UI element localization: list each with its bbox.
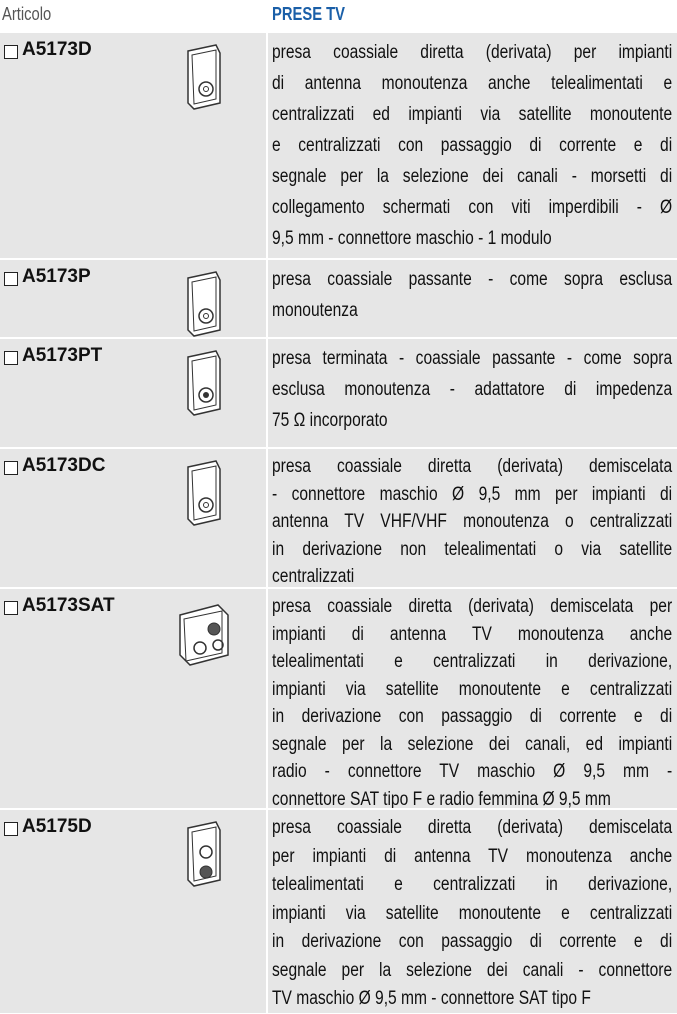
description-line: 75 Ω incorporato [272,410,388,431]
product-icon [158,343,238,424]
description: presa coassiale diretta (derivata) demis… [272,453,672,587]
checkbox [4,351,18,365]
description-line: di antenna monoutenza anche telealimenta… [272,73,673,94]
description-line: in derivazione con passaggio di corrente… [272,931,673,952]
description-line: presa coassiale diretta (derivata) demis… [272,596,673,617]
description-line: segnale per la selezione dei canali, ed … [272,733,673,755]
product-icon [158,264,238,345]
description-line: segnale per la selezione dei canali - mo… [272,166,673,187]
description-line: presa coassiale diretta (derivata) demis… [272,817,673,838]
checkbox [4,45,18,59]
description: presa coassiale diretta (derivata) demis… [272,593,672,808]
product-code: A5173DC [22,455,106,476]
description-line: e centralizzati con passaggio di corrent… [272,135,673,156]
description-line: telealimentati e centralizzati in deriva… [272,651,673,672]
code-cell: A5173P [0,260,266,337]
product-code: A5173PT [22,345,103,366]
description-line: esclusa monoutenza - adattatore di imped… [272,379,673,400]
description-line: radio - connettore TV maschio Ø 9,5 mm - [272,761,673,782]
product-icon [158,814,238,895]
code-cell: A5175D [0,810,266,1013]
product-code: A5175D [22,816,92,837]
description-line: collegamento schermati con viti imperdib… [272,197,673,218]
checkbox [4,822,18,836]
product-code: A5173P [22,266,91,287]
description: presa coassiale diretta (derivata) demis… [272,814,672,1013]
description: presa coassiale passante - come sopra es… [272,264,672,326]
description-line: centralizzati [272,566,355,587]
product-icon [158,593,238,674]
description-line: presa terminata - coassiale passante - c… [272,348,673,369]
code-cell: A5173PT [0,339,266,447]
description-cell: presa coassiale diretta (derivata) demis… [268,589,677,808]
table-row: A5173D presa coassiale diretta (derivata)… [0,33,677,258]
description-line: telealimentati e centralizzati in deriva… [272,874,673,895]
column-label: Articolo [2,4,52,24]
checkbox [4,601,18,615]
product-icon [158,453,238,534]
description-cell: presa coassiale passante - come sopra es… [268,260,677,337]
code-cell: A5173SAT [0,589,266,808]
checkbox [4,272,18,286]
description-line: - connettore maschio Ø 9,5 mm per impian… [272,483,673,505]
description-line: presa coassiale diretta (derivata) per i… [272,42,673,63]
description-line: per impianti di antenna TV monoutenza an… [272,845,673,867]
description-line: impianti di antenna TV monoutenza anche [272,623,673,645]
description-line: centralizzati ed impianti via satellite … [272,104,673,125]
description-cell: presa coassiale diretta (derivata) demis… [268,449,677,587]
table-row: A5173DC presa coassiale diretta (derivata… [0,449,677,587]
description-line: antenna TV VHF/VHF monoutenza o centrali… [272,511,673,532]
table-row: A5175D presa coassiale diretta (derivata)… [0,810,677,1013]
product-icon [158,37,238,118]
header: Articolo PRESE TV [0,0,677,32]
description-line: TV maschio Ø 9,5 mm - connettore SAT tip… [272,988,591,1009]
product-code: A5173D [22,39,92,60]
table-row: A5173PT presa terminata - coassiale passa… [0,339,677,447]
code-cell: A5173DC [0,449,266,587]
section-title: PRESE TV [272,4,346,24]
description-line: 9,5 mm - connettore maschio - 1 modulo [272,228,552,249]
table-row: A5173P presa coassiale passante - come so… [0,260,677,337]
description-line: in derivazione con passaggio di corrente… [272,706,673,727]
description-cell: presa coassiale diretta (derivata) demis… [268,810,677,1013]
description-line: connettore SAT tipo F e radio femmina Ø … [272,788,611,809]
description-line: monoutenza [272,300,358,321]
description-cell: presa coassiale diretta (derivata) per i… [268,33,677,258]
description: presa terminata - coassiale passante - c… [272,343,672,436]
description-line: impianti via satellite monoutente e cent… [272,678,673,700]
description: presa coassiale diretta (derivata) per i… [272,37,672,254]
description-line: segnale per la selezione dei canali - co… [272,959,673,981]
checkbox [4,461,18,475]
description-cell: presa terminata - coassiale passante - c… [268,339,677,447]
description-line: impianti via satellite monoutente e cent… [272,902,673,924]
table-row: A5173SAT presa coassiale diretta (derivat… [0,589,677,808]
description-line: presa coassiale diretta (derivata) demis… [272,456,673,477]
description-line: in derivazione non telealimentati o via … [272,538,673,560]
code-cell: A5173D [0,33,266,258]
description-line: presa coassiale passante - come sopra es… [272,269,673,290]
product-code: A5173SAT [22,595,115,616]
